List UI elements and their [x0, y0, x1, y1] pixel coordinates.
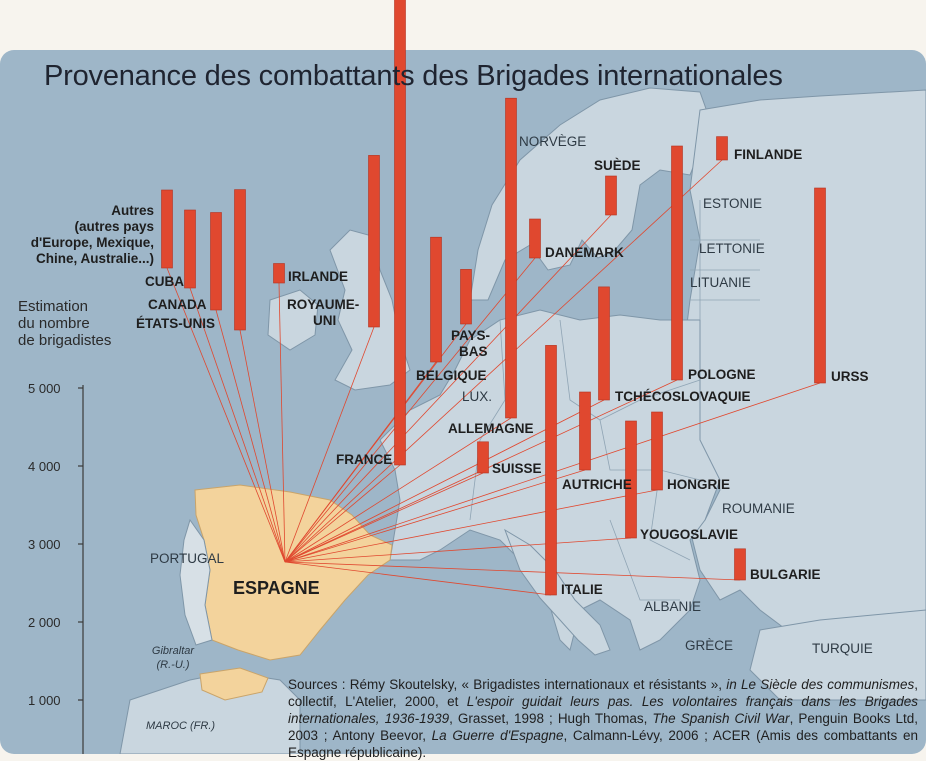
flow-line-italie — [284, 561, 552, 596]
flow-lines — [166, 159, 821, 596]
bar-hongrie — [651, 411, 663, 491]
label-pologne: POLOGNE — [688, 367, 756, 382]
bar-canada — [210, 212, 222, 311]
axis-title-line-2: du nombre — [18, 315, 90, 332]
label-france: FRANCE — [336, 452, 393, 467]
flow-line-danemark — [284, 257, 536, 563]
flow-line-suisse — [284, 472, 484, 563]
label-pays-bas: PAYS- BAS — [451, 328, 491, 359]
bar-bulgarie — [734, 548, 746, 581]
place-roumanie: ROUMANIE — [722, 501, 795, 516]
bar-yougoslavie — [625, 420, 637, 539]
flow-line-bulgarie — [284, 561, 741, 581]
label-yougoslavie: YOUGOSLAVIE — [640, 527, 739, 542]
label-autres: Autres (autres pays d'Europe, Mexique, C… — [30, 203, 154, 266]
label-danemark: DANEMARK — [545, 245, 624, 260]
bar-danemark — [529, 218, 541, 259]
place-turquie: TURQUIE — [812, 641, 873, 656]
bar-suisse — [477, 441, 489, 474]
axis-ticks — [78, 387, 83, 701]
label-bulgarie: BULGARIE — [750, 567, 821, 582]
flow-line-yougoslavie — [284, 537, 632, 563]
label-espagne: ESPAGNE — [233, 578, 320, 598]
country-borders — [469, 200, 760, 601]
tick-label-3000: 3 000 — [28, 537, 61, 552]
bar-autriche — [579, 391, 591, 471]
france-bar-overflow — [394, 0, 406, 466]
place-grece: GRÈCE — [685, 638, 734, 653]
bar-finlande — [716, 136, 728, 161]
place-portugal: PORTUGAL — [150, 551, 225, 566]
flow-line-allemagne — [284, 417, 512, 563]
tick-label-1000: 1 000 — [28, 693, 61, 708]
map-title: Provenance des combattants des Brigades … — [44, 60, 783, 92]
place-lux: LUX. — [462, 389, 493, 404]
bar-france — [394, 0, 406, 466]
label-canada: CANADA — [148, 297, 207, 312]
tick-label-2000: 2 000 — [28, 615, 61, 630]
bar-irlande — [273, 263, 285, 284]
label-hongrie: HONGRIE — [667, 477, 731, 492]
flow-line-france — [284, 464, 401, 563]
bar-autres — [161, 189, 173, 269]
place-maroc: MAROC (FR.) — [146, 720, 216, 732]
label-tchecoslovaquie: TCHÉCOSLOVAQUIE — [615, 389, 751, 404]
axis-title: Estimation du nombre de brigadistes — [18, 298, 111, 349]
label-finlande: FINLANDE — [734, 147, 803, 162]
tick-label-5000: 5 000 — [28, 381, 61, 396]
bar-royaume-uni — [368, 155, 380, 328]
place-estonie: ESTONIE — [703, 196, 763, 211]
flow-line-suede — [284, 214, 612, 563]
label-irlande: IRLANDE — [288, 269, 348, 284]
label-allemagne: ALLEMAGNE — [448, 421, 534, 436]
bar-tchecoslovaquie — [598, 286, 610, 401]
flow-line-etats-unis — [239, 329, 286, 563]
flow-line-finlande — [284, 159, 723, 563]
label-suisse: SUISSE — [492, 461, 542, 476]
place-gibraltar: Gibraltar (R.-U.) — [151, 645, 195, 671]
bar-pologne — [671, 145, 683, 381]
label-belgique: BELGIQUE — [416, 368, 487, 383]
portugal-land — [179, 518, 213, 646]
contingent-bars — [161, 97, 826, 596]
bar-cuba — [184, 209, 196, 289]
bar-italie — [545, 345, 557, 596]
flow-line-cuba — [189, 287, 286, 563]
flow-line-irlande — [278, 282, 286, 563]
bar-pays-bas — [460, 269, 472, 325]
flow-line-pays-bas — [284, 323, 467, 563]
tick-label-4000: 4 000 — [28, 459, 61, 474]
label-royaume-uni: ROYAUME- UNI — [287, 297, 360, 328]
label-suede: SUÈDE — [594, 158, 641, 173]
spanish-morocco-land — [199, 667, 269, 701]
bar-allemagne — [505, 97, 517, 419]
label-italie: ITALIE — [561, 582, 603, 597]
sources-note: Sources : Rémy Skoutelsky, « Brigadistes… — [288, 677, 918, 760]
bar-urss — [814, 187, 826, 384]
flow-line-autriche — [284, 469, 586, 563]
label-cuba: CUBA — [145, 274, 184, 289]
flow-line-canada — [215, 309, 286, 563]
label-autriche: AUTRICHE — [562, 477, 632, 492]
scandinavia-land — [469, 87, 711, 301]
turkey-land — [749, 609, 926, 701]
place-norvege: NORVÈGE — [519, 134, 587, 149]
bar-etats-unis — [234, 189, 246, 331]
bar-suede — [605, 175, 617, 216]
label-urss: URSS — [831, 369, 869, 384]
label-etats-unis: ÉTATS-UNIS — [136, 316, 215, 331]
flow-line-hongrie — [284, 489, 658, 563]
flow-line-royaume-uni — [284, 326, 375, 563]
flow-line-autres — [166, 267, 286, 563]
axis-title-line-3: de brigadistes — [18, 332, 112, 349]
place-lettonie: LETTONIE — [699, 241, 765, 256]
bar-belgique — [430, 236, 442, 363]
axis-title-line-1: Estimation — [18, 298, 89, 315]
place-albanie: ALBANIE — [644, 599, 702, 614]
eastern-europe-land — [679, 89, 926, 681]
place-lituanie: LITUANIE — [690, 275, 751, 290]
